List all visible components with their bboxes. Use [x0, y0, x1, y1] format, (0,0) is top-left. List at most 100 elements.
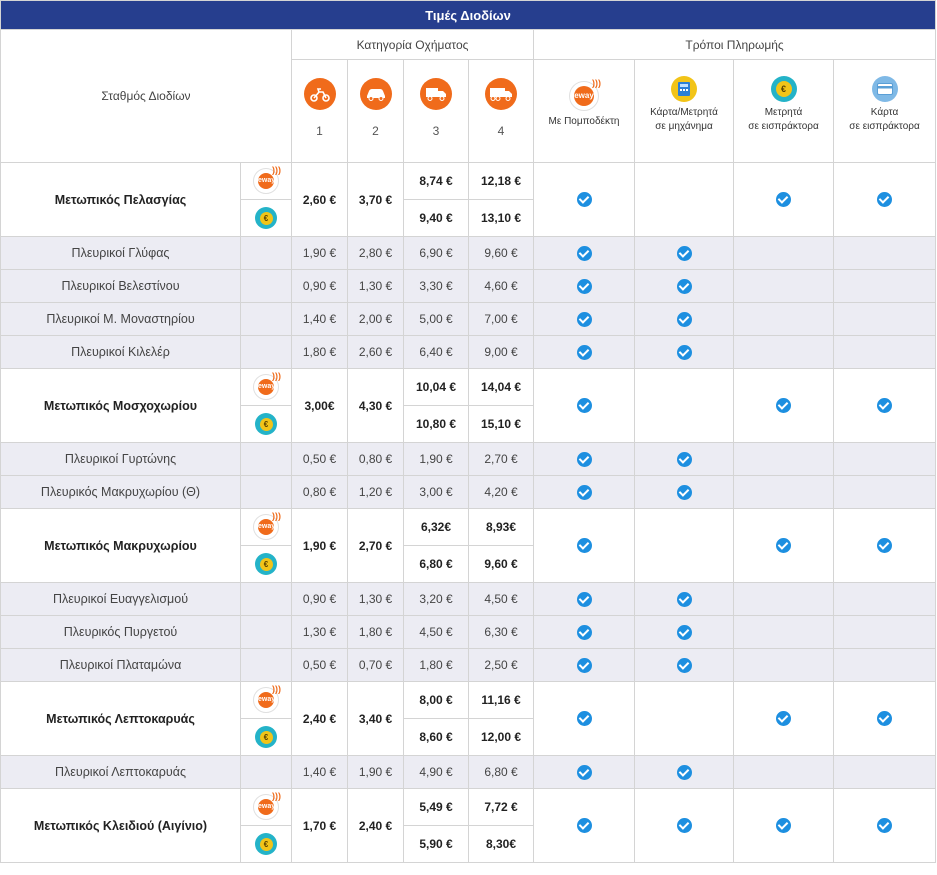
station-name: Μετωπικός Μοσχοχωρίου: [0, 368, 241, 443]
station-name: Μετωπικός Κλειδιού (Αιγίνιο): [0, 788, 241, 863]
payment-availability: [533, 508, 635, 583]
price-cat-3-eway: 8,74 €: [403, 162, 469, 200]
station-name: Πλευρικός Πυργετού: [0, 615, 241, 649]
payment-availability: [634, 508, 734, 583]
price-cat-2: 2,60 €: [347, 335, 404, 369]
payment-availability: [733, 269, 834, 303]
price-cat-3-cash: 8,60 €: [403, 718, 469, 756]
cash-coin-icon: €: [255, 553, 277, 575]
payment-method-transponder: eway))) Με Πομποδέκτη: [533, 59, 635, 163]
check-icon: [576, 484, 592, 500]
toll-table-body: Μετωπικός Πελασγίας eway))) 2,60 €3,70 €8,…: [0, 162, 937, 863]
check-icon: [676, 344, 692, 360]
eway-rate-marker: eway))): [240, 508, 292, 546]
check-icon: [676, 451, 692, 467]
station-name: Μετωπικός Μακρυχωρίου: [0, 508, 241, 583]
side-station-row: Πλευρικοί Γλύφας 1,90 €2,80 €6,90 €9,60 €: [0, 236, 937, 270]
price-cat-4-eway: 11,16 €: [468, 681, 534, 719]
station-name: Πλευρικός Μακρυχωρίου (Θ): [0, 475, 241, 509]
price-cat-3-cash: 10,80 €: [403, 405, 469, 443]
empty-marker-cell: [240, 236, 292, 270]
price-cat-4-eway: 7,72 €: [468, 788, 534, 826]
check-icon: [576, 311, 592, 327]
cash-coin-icon: €: [255, 413, 277, 435]
cash-coin-icon: €: [255, 726, 277, 748]
check-icon: [676, 311, 692, 327]
eway-rate-marker: eway))): [240, 162, 292, 200]
payment-availability: [832, 442, 937, 476]
payment-availability: [533, 475, 635, 509]
payment-availability: [832, 615, 937, 649]
price-cat-2: 1,90 €: [347, 755, 404, 789]
payment-availability: [733, 236, 834, 270]
check-icon: [877, 192, 893, 208]
cash-coin-icon: €: [770, 76, 797, 102]
price-cat-4: 9,60 €: [468, 236, 534, 270]
price-cat-4: 2,50 €: [468, 648, 534, 682]
price-cat-1: 0,80 €: [291, 475, 348, 509]
eway-rate-marker: eway))): [240, 788, 292, 826]
payment-availability: [832, 162, 937, 237]
payment-availability: [533, 788, 635, 863]
price-cat-2: 3,40 €: [347, 681, 404, 756]
payment-method-card-cash-machine: Κάρτα/Μετρητά σε μηχάνημα: [634, 59, 734, 163]
eway-icon: eway))): [253, 684, 281, 713]
payment-availability: [733, 335, 834, 369]
payment-availability: [634, 788, 734, 863]
price-cat-2: 0,80 €: [347, 442, 404, 476]
payment-availability: [733, 681, 834, 756]
empty-marker-cell: [240, 582, 292, 616]
empty-marker-cell: [240, 475, 292, 509]
price-cat-3-cash: 6,80 €: [403, 545, 469, 583]
vehicle-category-4: 4: [468, 59, 534, 163]
payment-availability: [733, 162, 834, 237]
empty-marker-cell: [240, 755, 292, 789]
side-station-row: Πλευρικός Πυργετού 1,30 €1,80 €4,50 €6,30…: [0, 615, 937, 649]
price-cat-4: 7,00 €: [468, 302, 534, 336]
price-cat-2: 2,70 €: [347, 508, 404, 583]
station-name: Πλευρικοί Βελεστίνου: [0, 269, 241, 303]
side-station-row: Πλευρικοί Βελεστίνου 0,90 €1,30 €3,30 €4,…: [0, 269, 937, 303]
payment-availability: [634, 615, 734, 649]
price-cat-1: 0,50 €: [291, 442, 348, 476]
eway-icon: eway))): [253, 791, 281, 820]
price-cat-4: 2,70 €: [468, 442, 534, 476]
payment-availability: [832, 269, 937, 303]
front-station-row-cash: €6,80 €9,60 €: [1, 545, 936, 583]
price-cat-4: 9,00 €: [468, 335, 534, 369]
price-cat-4: 4,20 €: [468, 475, 534, 509]
check-icon: [576, 657, 592, 673]
payment-availability: [733, 582, 834, 616]
check-icon: [877, 398, 893, 414]
price-cat-1: 1,40 €: [291, 302, 348, 336]
heavy-truck-icon: [485, 78, 517, 110]
price-cat-4-cash: 13,10 €: [468, 199, 534, 237]
side-station-row: Πλευρικός Μακρυχωρίου (Θ) 0,80 €1,20 €3,0…: [0, 475, 937, 509]
eway-icon: eway))): [253, 371, 281, 400]
check-icon: [676, 278, 692, 294]
check-icon: [676, 245, 692, 261]
payment-availability: [533, 582, 635, 616]
payment-availability: [533, 681, 635, 756]
price-cat-4-cash: 12,00 €: [468, 718, 534, 756]
price-cat-2: 1,30 €: [347, 269, 404, 303]
payment-availability: [533, 236, 635, 270]
check-icon: [776, 818, 791, 834]
price-cat-4: 6,30 €: [468, 615, 534, 649]
payment-label: Κάρτα/Μετρητά: [650, 107, 718, 118]
payment-availability: [832, 648, 937, 682]
check-icon: [776, 538, 791, 554]
station-name: Πλευρικοί Κιλελέρ: [0, 335, 241, 369]
front-station-row: Μετωπικός Πελασγίας eway))) 2,60 €3,70 €8,…: [0, 162, 937, 237]
price-cat-2: 1,20 €: [347, 475, 404, 509]
credit-card-icon: [871, 76, 898, 102]
price-cat-1: 2,60 €: [291, 162, 348, 237]
payment-availability: [634, 582, 734, 616]
payment-availability: [634, 335, 734, 369]
front-station-row-cash: €9,40 €13,10 €: [1, 199, 936, 237]
price-cat-3: 4,50 €: [403, 615, 469, 649]
cash-coin-icon: €: [255, 207, 277, 229]
check-icon: [576, 711, 592, 727]
payment-availability: [634, 162, 734, 237]
station-name: Πλευρικοί Πλαταμώνα: [0, 648, 241, 682]
